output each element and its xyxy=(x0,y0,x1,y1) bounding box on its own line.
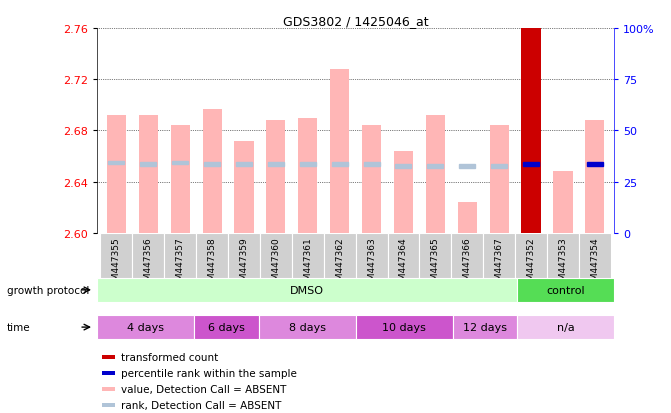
Bar xyxy=(483,233,515,297)
Text: GSM447363: GSM447363 xyxy=(367,237,376,291)
Bar xyxy=(395,165,411,169)
Bar xyxy=(101,233,132,297)
Bar xyxy=(260,233,292,297)
Text: GSM447355: GSM447355 xyxy=(112,237,121,291)
Bar xyxy=(419,233,452,297)
Text: GSM447361: GSM447361 xyxy=(303,237,312,291)
Bar xyxy=(452,233,483,297)
Bar xyxy=(103,387,115,391)
Bar xyxy=(362,126,381,233)
Text: 12 days: 12 days xyxy=(463,322,507,332)
Text: rank, Detection Call = ABSENT: rank, Detection Call = ABSENT xyxy=(121,400,281,410)
Bar xyxy=(517,315,614,339)
Bar xyxy=(394,152,413,233)
Bar xyxy=(103,355,115,359)
Bar xyxy=(585,121,605,233)
Bar xyxy=(196,233,228,297)
Bar xyxy=(521,29,541,233)
Bar xyxy=(194,315,259,339)
Bar xyxy=(204,162,220,166)
Text: 6 days: 6 days xyxy=(208,322,245,332)
Text: GSM447359: GSM447359 xyxy=(240,237,248,291)
Bar xyxy=(172,161,188,165)
Text: time: time xyxy=(7,322,30,332)
Bar xyxy=(523,162,539,166)
Bar xyxy=(554,172,572,233)
Text: DMSO: DMSO xyxy=(290,285,324,295)
Text: control: control xyxy=(546,285,585,295)
Bar xyxy=(547,233,579,297)
Text: GSM447365: GSM447365 xyxy=(431,237,440,291)
Text: GSM447357: GSM447357 xyxy=(176,237,185,291)
Text: GSM447360: GSM447360 xyxy=(271,237,280,291)
Bar xyxy=(132,233,164,297)
Text: value, Detection Call = ABSENT: value, Detection Call = ABSENT xyxy=(121,384,286,394)
Text: GSM447354: GSM447354 xyxy=(590,237,599,291)
Bar xyxy=(587,162,603,166)
Bar xyxy=(300,162,316,166)
Bar xyxy=(356,233,388,297)
Bar xyxy=(266,121,285,233)
Bar xyxy=(426,116,445,233)
Text: growth protocol: growth protocol xyxy=(7,285,89,295)
Bar xyxy=(268,162,284,166)
Bar xyxy=(515,233,547,297)
Bar xyxy=(259,315,356,339)
Bar xyxy=(356,315,452,339)
Bar xyxy=(330,70,349,233)
Bar xyxy=(298,119,317,233)
Text: GSM447358: GSM447358 xyxy=(207,237,217,291)
Text: GSM447364: GSM447364 xyxy=(399,237,408,291)
Bar xyxy=(323,233,356,297)
Bar xyxy=(234,141,254,233)
Bar xyxy=(107,116,126,233)
Text: GSM447353: GSM447353 xyxy=(558,237,568,291)
Bar xyxy=(491,165,507,169)
Bar xyxy=(427,165,444,169)
Bar xyxy=(203,109,221,233)
Bar xyxy=(236,162,252,166)
Bar xyxy=(103,371,115,375)
Bar xyxy=(490,126,509,233)
Text: 10 days: 10 days xyxy=(382,322,426,332)
Text: 8 days: 8 days xyxy=(289,322,325,332)
Bar xyxy=(452,315,517,339)
Bar xyxy=(139,116,158,233)
Bar xyxy=(331,162,348,166)
Text: GSM447367: GSM447367 xyxy=(495,237,504,291)
Bar xyxy=(292,233,323,297)
Bar xyxy=(170,126,190,233)
Bar xyxy=(103,403,115,407)
Text: 4 days: 4 days xyxy=(127,322,164,332)
Text: transformed count: transformed count xyxy=(121,352,218,362)
Text: GSM447356: GSM447356 xyxy=(144,237,153,291)
Text: GSM447352: GSM447352 xyxy=(527,237,535,291)
Text: n/a: n/a xyxy=(557,322,574,332)
Bar xyxy=(97,278,517,302)
Bar xyxy=(164,233,196,297)
Text: GSM447366: GSM447366 xyxy=(463,237,472,291)
Bar xyxy=(364,162,380,166)
Bar xyxy=(579,233,611,297)
Bar xyxy=(459,165,475,169)
Bar xyxy=(109,161,124,165)
Title: GDS3802 / 1425046_at: GDS3802 / 1425046_at xyxy=(282,15,429,28)
Bar xyxy=(140,162,156,166)
Bar xyxy=(97,315,194,339)
Bar xyxy=(388,233,419,297)
Text: percentile rank within the sample: percentile rank within the sample xyxy=(121,368,297,378)
Text: GSM447362: GSM447362 xyxy=(336,237,344,291)
Bar xyxy=(228,233,260,297)
Bar xyxy=(517,278,614,302)
Bar xyxy=(458,203,477,233)
